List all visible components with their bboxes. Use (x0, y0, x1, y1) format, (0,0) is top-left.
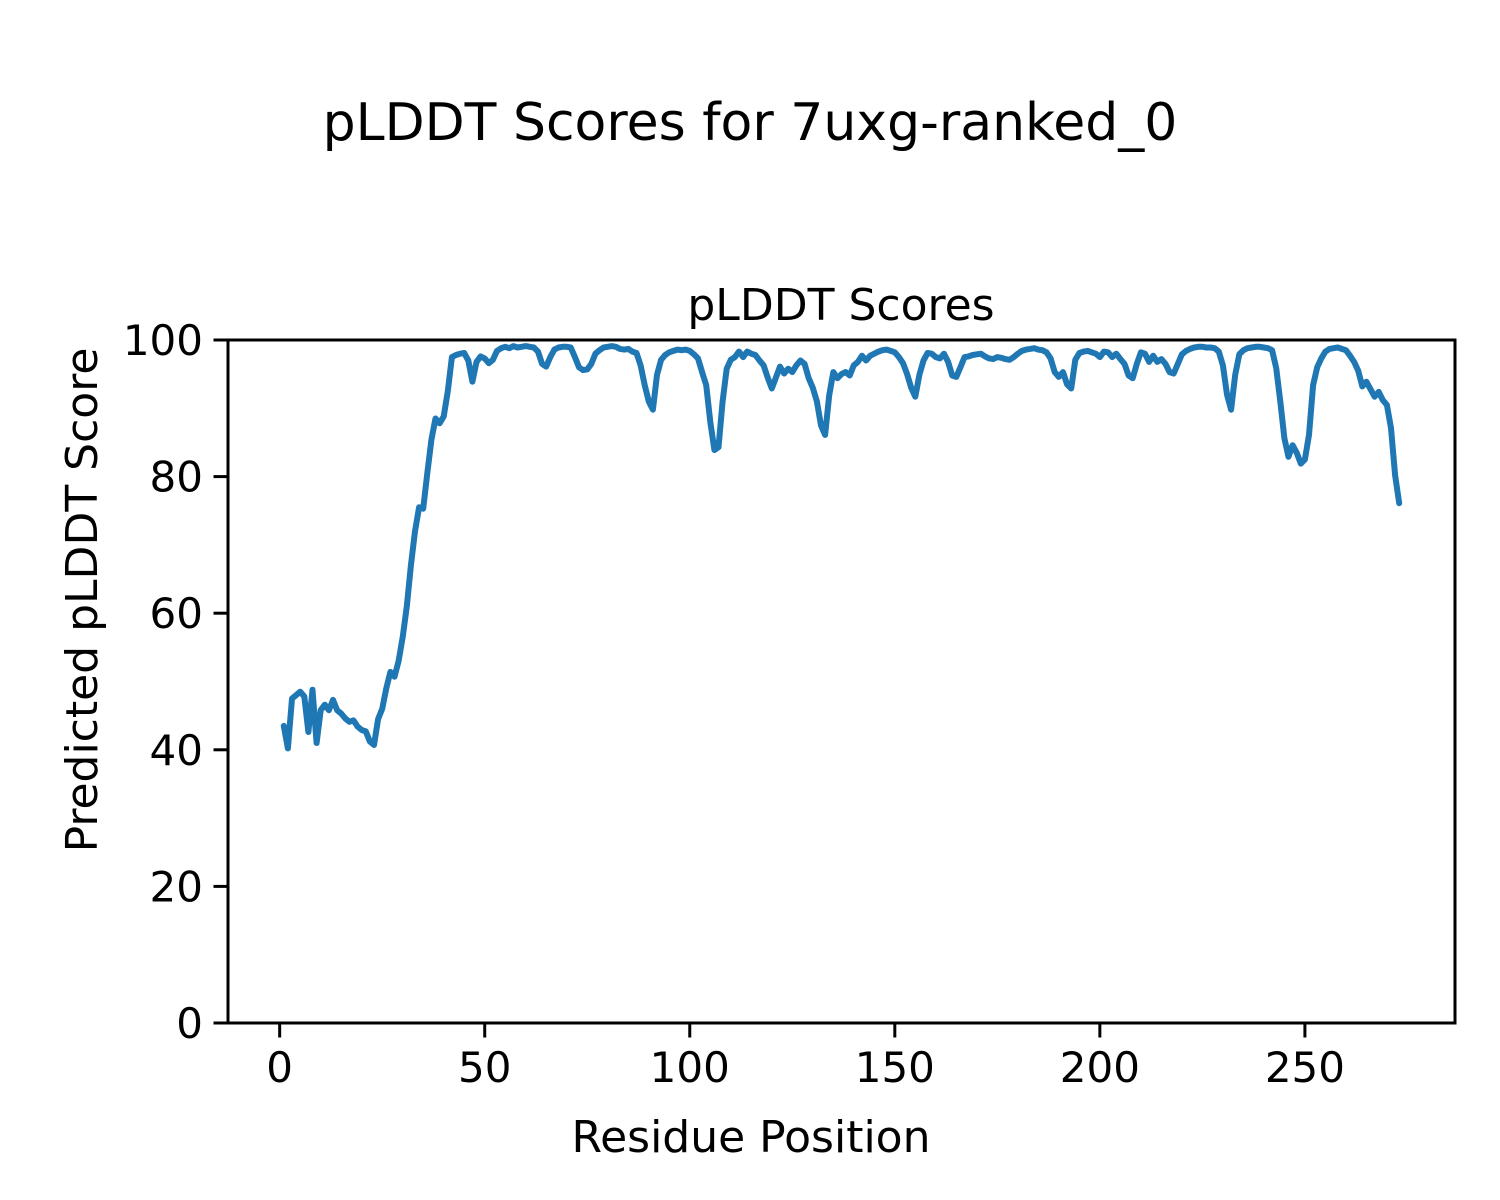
x-tick-label: 200 (1060, 1043, 1140, 1092)
y-tick-label: 80 (150, 453, 203, 502)
y-tick-label: 100 (123, 316, 203, 365)
y-tick-label: 0 (176, 999, 203, 1048)
x-axis-label: Residue Position (571, 1112, 930, 1163)
x-tick-label: 0 (266, 1043, 293, 1092)
x-tick-label: 50 (458, 1043, 511, 1092)
plddt-line-series (280, 343, 1403, 752)
x-tick-label: 100 (650, 1043, 730, 1092)
y-axis-label: Predicted pLDDT Score (57, 348, 108, 853)
y-tick-label: 20 (150, 862, 203, 911)
plot-border (226, 338, 1457, 1025)
x-tick-label: 250 (1265, 1043, 1345, 1092)
axes-group: 0 50 100 150 200 250 0 20 40 60 80 100 (123, 316, 1457, 1092)
y-tick-label: 40 (150, 726, 203, 775)
y-tick-label: 60 (150, 589, 203, 638)
x-tick-label: 150 (855, 1043, 935, 1092)
figure-title: pLDDT Scores for 7uxg-ranked_0 (323, 93, 1178, 153)
axes-title: pLDDT Scores (687, 280, 994, 331)
